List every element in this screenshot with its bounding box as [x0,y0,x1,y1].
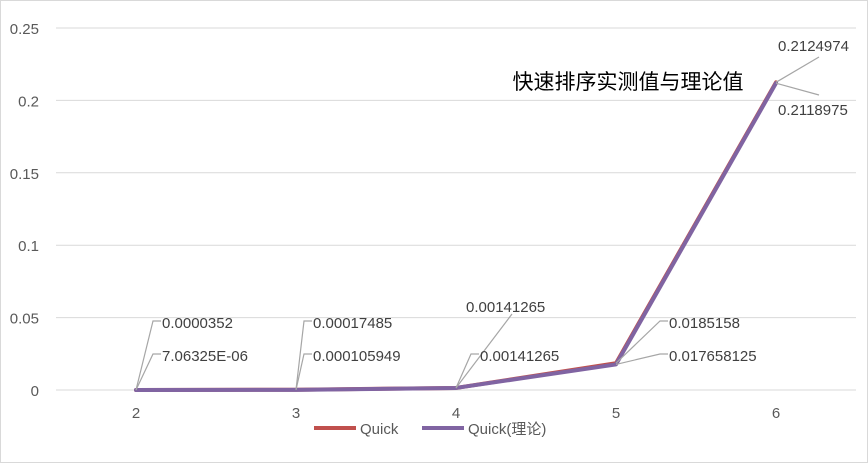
x-tick-label: 4 [452,405,460,422]
y-tick-label: 0.25 [10,21,39,38]
data-labels: 0.0000352 7.06325E-06 0.00017485 0.00010594… [135,38,849,391]
leader-line [775,82,820,96]
y-tick-label: 0 [31,383,39,400]
leader-line [135,320,161,391]
data-label: 0.017658125 [669,348,757,365]
leader-line [455,353,479,389]
x-tick-label: 5 [612,405,620,422]
y-tick-label: 0.15 [10,166,39,183]
legend-label-quick-theory: Quick(理论) [468,421,546,438]
y-tick-label: 0.05 [10,311,39,328]
x-tick-label: 2 [132,405,140,422]
x-tick-label: 3 [292,405,300,422]
data-label: 0.00141265 [466,299,545,316]
legend-label-quick: Quick [360,421,399,438]
x-tick-label: 6 [772,405,780,422]
leader-line [135,353,161,391]
gridlines [56,27,856,391]
series-line-quick [134,80,778,392]
leader-line [615,353,668,366]
legend: Quick Quick(理论) [314,421,546,438]
y-tick-label: 0.2 [18,93,39,110]
series-line-quick-theory [134,81,778,392]
data-label: 0.0000352 [162,315,233,332]
data-label: 7.06325E-06 [162,348,248,365]
leader-line [615,320,668,364]
data-label: 0.2118975 [778,102,848,119]
y-tick-label: 0.1 [18,238,39,255]
data-label: 0.0185158 [669,315,740,332]
leader-line [455,313,513,389]
data-label: 0.2124974 [778,38,849,55]
y-axis-ticks: 0 0.05 0.1 0.15 0.2 0.25 [10,21,39,400]
data-label: 0.00017485 [313,315,392,332]
series-lines [134,80,778,392]
x-axis-ticks: 2 3 4 5 6 [132,405,780,422]
leader-line [295,320,312,390]
chart-title: 快速排序实测值与理论值 [513,71,744,94]
leader-line [775,56,820,83]
leader-line [295,353,312,390]
data-label: 0.000105949 [313,348,401,365]
data-label: 0.00141265 [480,348,559,365]
